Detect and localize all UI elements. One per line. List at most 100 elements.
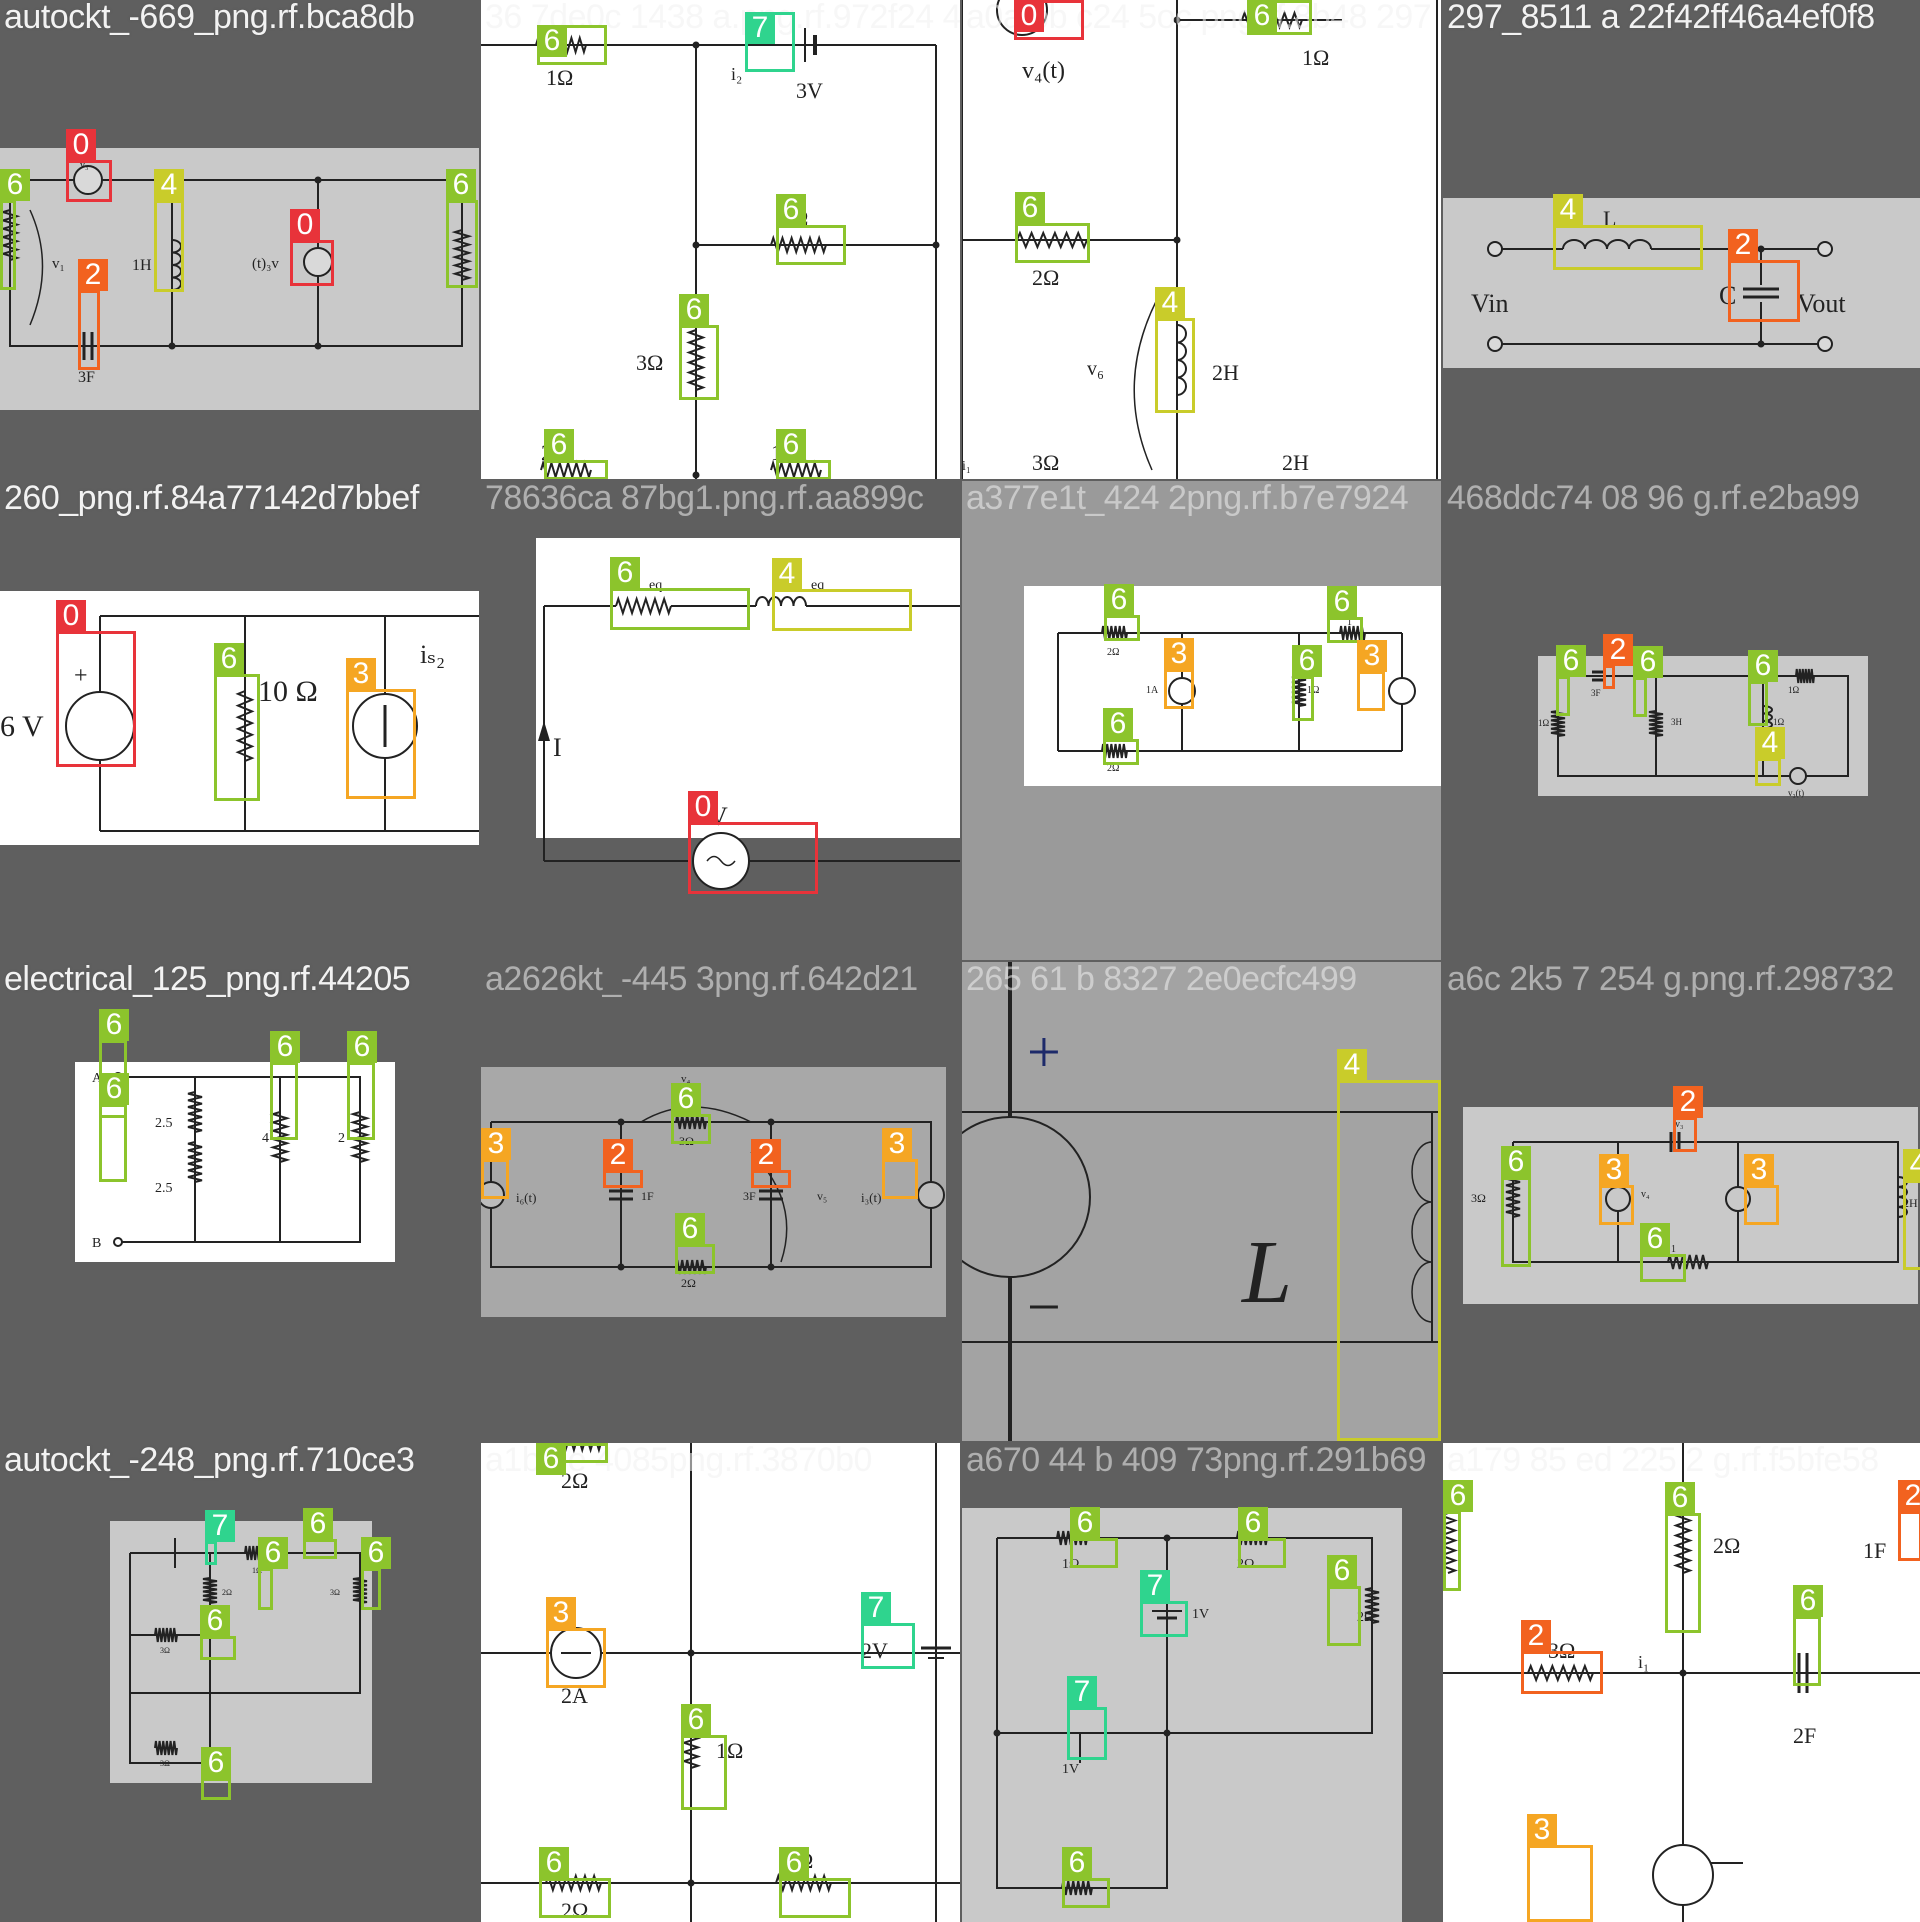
class-id-tag: 3 xyxy=(1599,1154,1629,1186)
tile-filename-overlay: a670 44 b 409 73png.rf.291b69 xyxy=(966,1443,1427,1479)
circuit-label: v₄ xyxy=(681,1073,691,1085)
class-id-tag: 0 xyxy=(1014,0,1044,32)
circuit-label: 1V xyxy=(1062,1762,1079,1777)
detection-box: 6 xyxy=(539,1847,611,1918)
circuit-label: v₆ xyxy=(1087,358,1104,380)
detection-box: 6 xyxy=(347,1031,377,1140)
circuit-label: L xyxy=(1240,1223,1292,1322)
detection-box: 6 xyxy=(1238,1507,1286,1568)
detection-box: 7 xyxy=(861,1592,915,1669)
circuit-label: i₁ xyxy=(1638,1652,1649,1672)
mosaic-tile: 3F 1Ω 1Ω 3H 1Ω v₃(t) 468ddc74 08 96 g.rf.e2ba9… xyxy=(1443,481,1920,960)
detection-box: 6 xyxy=(214,643,260,801)
detection-box: 6 xyxy=(361,1537,391,1610)
class-id-tag: 6 xyxy=(1062,1847,1092,1879)
class-id-tag: 2 xyxy=(78,259,108,291)
circuit-label: 2.5 xyxy=(155,1181,173,1196)
circuit-label: 1H xyxy=(132,257,152,274)
class-id-tag: 2 xyxy=(1898,1480,1920,1512)
circuit-label: 2Ω xyxy=(1032,265,1059,290)
circuit-label: i₂ xyxy=(731,64,742,84)
mosaic-tile: v₄(t) 1Ω 2Ω v₆ 2H 3Ω 2H i₁ a0a bb c24 5oc png.rf… xyxy=(962,0,1441,479)
mosaic-tile: 2Ω2A1Ω2V2Ω3Ωa1b 5e 4085png.rf.3870b06376… xyxy=(481,1443,960,1922)
tile-filename-overlay: a2626kt_-445 3png.rf.642d21 xyxy=(485,962,918,998)
detection-box: 2 xyxy=(1898,1480,1920,1561)
detection-box: 0 xyxy=(56,600,136,767)
circuit-label: 2F xyxy=(1793,1723,1816,1748)
detection-box: 2 xyxy=(603,1139,643,1188)
circuit-label: v₃ xyxy=(1675,1119,1684,1130)
circuit-label: Vin xyxy=(1471,289,1508,318)
class-id-tag: 2 xyxy=(1673,1086,1703,1118)
class-id-tag: 6 xyxy=(0,169,30,201)
detection-box: 4 xyxy=(1755,727,1785,786)
class-id-tag: 6 xyxy=(446,169,476,201)
detection-box: 0 xyxy=(1014,0,1084,40)
circuit-schematic: 1Ω3Vi₂2Ω3Ω2Ω1Ω xyxy=(481,0,960,479)
mosaic-tile: 3Ω 2H v₃ v₄ 1 a6c 2k5 7 254 g.png.rf.298732 2 6… xyxy=(1443,962,1920,1441)
class-id-tag: 6 xyxy=(1015,192,1045,224)
circuit-label: 3Ω xyxy=(1471,1191,1486,1205)
circuit-label: 2H xyxy=(1903,1196,1918,1210)
detection-box: 6 xyxy=(1327,586,1363,643)
detection-box: 2 xyxy=(78,259,108,370)
detection-box: 6 xyxy=(1062,1847,1110,1908)
class-id-tag: 6 xyxy=(1556,645,1586,677)
circuit-label: v₃(t) xyxy=(1788,788,1804,798)
circuit-label: 3F xyxy=(743,1189,756,1203)
circuit-label: 1 xyxy=(1671,1244,1676,1255)
class-id-tag: 6 xyxy=(270,1031,300,1063)
class-id-tag: 4 xyxy=(1337,1049,1367,1081)
detection-box: 4 xyxy=(772,558,912,631)
class-id-tag: 6 xyxy=(201,1747,231,1779)
circuit-schematic: 1Ω 2Ω 3Ω 3Ω 3Ω xyxy=(110,1521,372,1783)
class-id-tag: 4 xyxy=(1553,194,1583,226)
detection-box: 4 xyxy=(1155,287,1195,413)
circuit-label: 1 xyxy=(1347,617,1352,628)
detection-box: 6 xyxy=(1665,1482,1701,1633)
class-id-tag: 3 xyxy=(481,1128,511,1160)
detection-box: 6 xyxy=(675,1213,715,1274)
circuit-schematic: 1H v₁ v₃ 3F (t)₃v xyxy=(0,148,479,410)
class-id-tag: 6 xyxy=(1238,1507,1268,1539)
circuit-label: 1Ω xyxy=(1788,685,1800,695)
detection-box: 3 xyxy=(546,1597,606,1688)
circuit-label: 1Ω xyxy=(716,1738,743,1763)
detection-box: 2 xyxy=(1521,1620,1603,1694)
circuit-label: 4 xyxy=(262,1131,269,1146)
detection-box: 6 xyxy=(681,1704,727,1810)
detection-box: 6 xyxy=(776,194,846,265)
class-id-tag: 2 xyxy=(1728,229,1758,261)
class-id-tag: 6 xyxy=(1327,1555,1357,1587)
detection-box: 6 xyxy=(1327,1555,1361,1646)
tile-filename-overlay: a6c 2k5 7 254 g.png.rf.298732 xyxy=(1447,962,1894,998)
detection-box: 6 xyxy=(671,1083,711,1144)
circuit-label: 2Ω xyxy=(1357,1610,1374,1625)
class-id-tag: 6 xyxy=(1292,645,1322,677)
detection-box: 6 xyxy=(200,1605,236,1660)
class-id-tag: 6 xyxy=(536,1443,566,1475)
class-id-tag: 2 xyxy=(1603,634,1633,666)
detection-box: 3 xyxy=(1599,1154,1634,1225)
circuit-label: 1Ω xyxy=(252,1566,262,1575)
tile-filename: autockt_-248_png.rf.710ce3 xyxy=(4,1443,415,1479)
circuit-schematic: + − L xyxy=(962,962,1441,1441)
mosaic-tile: 2Ω 1A 1Ω 2Ω 1 a377e1t_424 2png.rf.b7e7924 6 6 3 6… xyxy=(962,481,1441,960)
detection-box: 6 xyxy=(446,169,478,288)
class-id-tag: 6 xyxy=(1247,0,1277,32)
class-id-tag: 6 xyxy=(99,1073,129,1105)
class-id-tag: 6 xyxy=(776,429,806,461)
class-id-tag: 0 xyxy=(66,129,96,161)
class-id-tag: 7 xyxy=(205,1510,235,1542)
class-id-tag: 6 xyxy=(1665,1482,1695,1514)
class-id-tag: 6 xyxy=(1793,1585,1823,1617)
mosaic-tile: L Vin C Vout 297_8511 a 22f42ff46a4ef0f8 4 2 xyxy=(1443,0,1920,479)
circuit-label: 3Ω xyxy=(1548,1638,1575,1663)
class-id-tag: 6 xyxy=(610,557,640,589)
circuit-label: 6 V xyxy=(0,710,44,743)
detection-box: 3 xyxy=(1527,1814,1593,1922)
detection-box: 6 xyxy=(201,1747,231,1800)
circuit-label: 2Ω xyxy=(222,1588,232,1597)
class-id-tag: 6 xyxy=(539,1847,569,1879)
